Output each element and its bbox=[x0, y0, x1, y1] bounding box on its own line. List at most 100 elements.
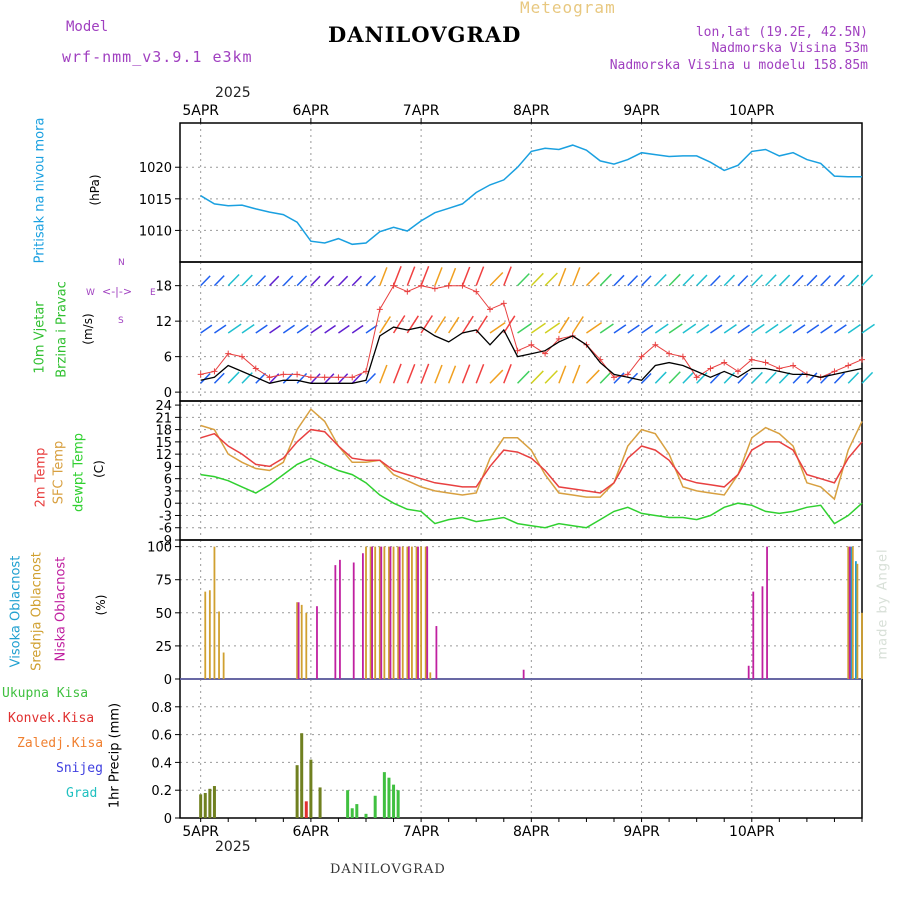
wind-arrow bbox=[365, 372, 377, 384]
wind-arrow bbox=[406, 266, 416, 286]
wind-gust-marker bbox=[638, 353, 645, 360]
wind-arrow bbox=[406, 315, 419, 334]
wind-arrow bbox=[861, 323, 875, 334]
wind-arrow bbox=[489, 271, 504, 287]
wind-arrow bbox=[668, 323, 683, 334]
date-label-top: 8APR bbox=[513, 103, 550, 119]
wind-arrow bbox=[227, 273, 240, 287]
temperature-ytick-label: -6 bbox=[159, 522, 172, 537]
wind-arrow bbox=[379, 316, 391, 334]
wind-arrow bbox=[682, 323, 697, 334]
wind-arrow bbox=[847, 324, 861, 334]
wind-arrow bbox=[379, 267, 388, 286]
wind-arrow bbox=[365, 324, 378, 334]
date-label-bottom: 8APR bbox=[513, 824, 550, 840]
wind-arrow bbox=[571, 267, 581, 286]
wind-arrow bbox=[599, 371, 612, 384]
wind-arrow bbox=[641, 372, 652, 384]
wind-gust-marker bbox=[666, 350, 673, 357]
date-label-top: 5APR bbox=[182, 103, 219, 119]
wind-arrow bbox=[324, 324, 336, 334]
cloud-title-low: Niska Oblacnost bbox=[53, 556, 69, 662]
wind-speed-line bbox=[200, 326, 863, 384]
wind-gust-marker bbox=[693, 374, 700, 381]
wind-arrow bbox=[627, 324, 640, 334]
wind-arrow bbox=[586, 321, 603, 334]
wind-arrow bbox=[296, 372, 308, 384]
wind-gust-marker bbox=[528, 341, 535, 348]
wind-arrow bbox=[461, 266, 471, 286]
temperature-ytick-label: 12 bbox=[155, 448, 172, 463]
cloud-unit: (%) bbox=[94, 594, 108, 616]
wind-gust-marker bbox=[418, 282, 425, 289]
convective-bar bbox=[304, 801, 308, 818]
wind-arrow bbox=[654, 371, 667, 384]
wind-arrow bbox=[337, 373, 349, 384]
wind-arrow bbox=[434, 316, 447, 334]
model-label: Model bbox=[66, 19, 109, 35]
wind-gust-marker bbox=[266, 374, 273, 381]
wind-gust-marker bbox=[349, 374, 356, 381]
rain-bar bbox=[373, 795, 377, 818]
wind-arrow bbox=[751, 274, 763, 287]
compass-west: W bbox=[86, 288, 95, 298]
wind-arrow bbox=[599, 273, 612, 287]
wind-arrow bbox=[338, 324, 350, 334]
wind-arrow bbox=[420, 315, 433, 334]
wind-arrow bbox=[434, 364, 443, 384]
temperature-ytick-label: -3 bbox=[159, 509, 172, 524]
model-elevation-label: Nadmorska Visina u modelu 158.85m bbox=[609, 58, 868, 73]
temp-title-sfc: SFC Temp bbox=[51, 440, 67, 505]
wind-arrow bbox=[200, 275, 211, 287]
wind-arrow bbox=[765, 274, 777, 287]
wind-arrow bbox=[324, 275, 335, 287]
year-top: 2025 bbox=[215, 85, 251, 101]
wind-arrow bbox=[517, 322, 532, 334]
wind-gust-marker bbox=[321, 374, 328, 381]
wind-arrow bbox=[696, 324, 710, 334]
wind-arrow bbox=[214, 324, 227, 334]
temperature-ytick-label: 15 bbox=[155, 436, 172, 451]
wind-gust-marker bbox=[459, 282, 466, 289]
temp-2m-line bbox=[200, 428, 863, 494]
wind-arrow bbox=[778, 274, 791, 287]
wind-title-2: Brzina i Pravac bbox=[54, 281, 70, 378]
wind-arrow bbox=[751, 371, 763, 384]
wind-gust-marker bbox=[225, 350, 232, 357]
date-label-top: 10APR bbox=[729, 103, 775, 119]
wind-gust-marker bbox=[211, 368, 218, 375]
wind-arrow bbox=[503, 266, 512, 286]
wind-gust-marker bbox=[514, 347, 521, 354]
wind-arrow bbox=[379, 364, 388, 384]
cloud-title-mid: Srednja Oblacnost bbox=[29, 552, 45, 671]
wind-arrow bbox=[461, 364, 471, 384]
wind-gust-marker bbox=[239, 353, 245, 360]
wind-arrow bbox=[296, 275, 308, 287]
sfc-temp-line bbox=[200, 408, 863, 501]
wind-gust-marker bbox=[624, 371, 631, 378]
precip-frame bbox=[179, 678, 863, 819]
cloud-title-high: Visoka Oblacnost bbox=[8, 555, 24, 668]
wind-unit: (m/s) bbox=[81, 313, 95, 345]
wind-arrow bbox=[820, 372, 831, 384]
wind-arrow bbox=[544, 322, 561, 334]
wind-arrow bbox=[765, 371, 777, 384]
legend-conv: Konvek.Kisa bbox=[8, 711, 95, 726]
rain-bar bbox=[295, 765, 299, 818]
wind-arrow bbox=[351, 324, 364, 334]
date-label-bottom: 6APR bbox=[293, 824, 330, 840]
wind-arrow bbox=[282, 275, 294, 287]
date-label-top: 9APR bbox=[623, 103, 660, 119]
wind-arrow bbox=[806, 372, 818, 384]
pressure-unit: (hPa) bbox=[88, 174, 102, 206]
wind-gust-marker bbox=[376, 306, 383, 313]
legend-grad: Grad bbox=[66, 786, 98, 801]
wind-gust-marker bbox=[404, 288, 411, 295]
wind-arrow bbox=[723, 274, 736, 287]
wind-arrow bbox=[530, 272, 544, 287]
pressure-line bbox=[200, 144, 862, 246]
wind-gust-marker bbox=[790, 362, 797, 369]
date-label-top: 7APR bbox=[403, 103, 440, 119]
wind-gust-marker bbox=[859, 356, 865, 363]
